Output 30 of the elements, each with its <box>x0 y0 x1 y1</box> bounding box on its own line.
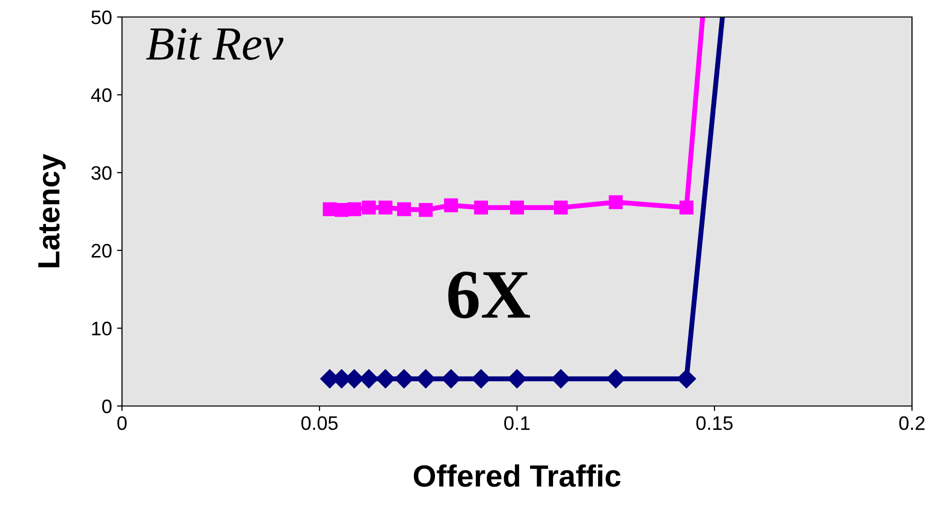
y-tick-label: 40 <box>91 88 112 102</box>
y-tick-label: 50 <box>91 10 112 24</box>
x-tick-label: 0.1 <box>504 416 530 430</box>
point <box>416 369 436 388</box>
y-axis-title: Latency <box>38 154 66 268</box>
x-tick-label: 0 <box>117 416 127 430</box>
y-tick-label: 30 <box>91 166 112 180</box>
point <box>551 369 570 388</box>
point <box>397 202 411 216</box>
annotation: Bit Rev <box>146 28 284 60</box>
point <box>554 200 568 215</box>
y-tick-label: 10 <box>92 322 112 336</box>
point <box>378 200 392 215</box>
point <box>362 200 376 215</box>
point <box>510 200 524 215</box>
x-axis-title: Offered Traffic <box>414 464 621 487</box>
x-tick-label: 0.05 <box>301 416 338 430</box>
point <box>680 200 694 215</box>
point <box>444 198 458 212</box>
annotation: 6X <box>448 272 530 318</box>
y-tick-label: 0 <box>102 399 112 414</box>
point <box>606 369 626 388</box>
point <box>334 203 349 217</box>
x-tick-label: 0.15 <box>696 416 733 430</box>
point <box>418 203 433 217</box>
point <box>474 200 488 215</box>
y-tick-label: 20 <box>92 244 112 258</box>
point <box>608 195 623 210</box>
x-tick-label: 0.2 <box>899 416 925 430</box>
point <box>347 202 362 216</box>
